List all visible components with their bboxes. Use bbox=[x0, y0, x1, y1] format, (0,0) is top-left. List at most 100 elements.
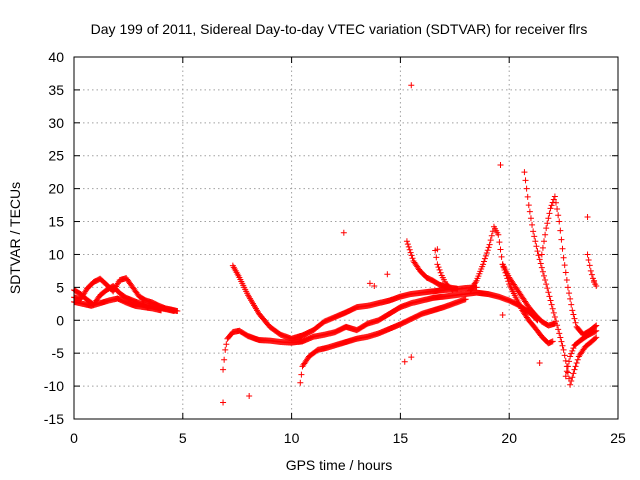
data-point bbox=[562, 357, 569, 364]
data-point bbox=[569, 307, 576, 314]
data-point bbox=[584, 251, 591, 258]
data-point bbox=[408, 252, 415, 259]
data-point bbox=[562, 373, 569, 380]
data-point bbox=[564, 369, 571, 376]
data-point bbox=[569, 374, 576, 381]
data-point bbox=[407, 249, 414, 256]
data-point bbox=[522, 177, 529, 184]
data-point bbox=[481, 258, 488, 265]
data-point bbox=[567, 381, 574, 388]
y-tick-label: -5 bbox=[52, 345, 65, 361]
y-tick-label: 15 bbox=[48, 214, 64, 230]
data-point bbox=[541, 238, 548, 245]
data-point bbox=[585, 256, 592, 263]
data-point bbox=[567, 295, 574, 302]
data-point bbox=[482, 252, 489, 259]
plot-frame bbox=[73, 56, 619, 420]
y-tick-label: 30 bbox=[48, 115, 64, 131]
data-point bbox=[371, 283, 378, 290]
data-point bbox=[556, 330, 563, 337]
data-point bbox=[171, 308, 178, 315]
data-point bbox=[531, 233, 538, 240]
data-point bbox=[558, 236, 565, 243]
data-point bbox=[557, 334, 564, 341]
data-point bbox=[549, 338, 556, 345]
data-point bbox=[546, 210, 553, 217]
data-point bbox=[406, 246, 413, 253]
data-point bbox=[538, 251, 545, 258]
data-point bbox=[592, 323, 599, 330]
data-point bbox=[524, 193, 531, 200]
data-point bbox=[547, 297, 554, 304]
data-point bbox=[591, 277, 598, 284]
y-tick-labels: -15 -10 -5 0 5 10 15 20 25 30 35 40 bbox=[44, 49, 64, 427]
data-point bbox=[541, 272, 548, 279]
data-point bbox=[499, 312, 506, 319]
data-points bbox=[71, 82, 600, 406]
data-point bbox=[566, 358, 573, 365]
data-point bbox=[487, 237, 494, 244]
data-point bbox=[559, 342, 566, 349]
data-point bbox=[523, 185, 530, 192]
data-point bbox=[529, 221, 536, 228]
data-point bbox=[437, 269, 444, 276]
data-point bbox=[404, 241, 411, 248]
data-point bbox=[449, 286, 456, 293]
y-tick-label: -15 bbox=[44, 411, 64, 427]
data-point bbox=[526, 208, 533, 215]
data-point bbox=[542, 231, 549, 238]
data-point bbox=[570, 370, 577, 377]
data-point bbox=[525, 202, 532, 209]
data-point bbox=[551, 313, 558, 320]
data-point bbox=[534, 248, 541, 255]
data-point bbox=[401, 358, 408, 365]
data-point bbox=[552, 318, 559, 325]
data-point bbox=[567, 353, 574, 360]
data-point bbox=[546, 293, 553, 300]
x-tick-label: 15 bbox=[393, 430, 409, 446]
data-point bbox=[566, 290, 573, 297]
data-point bbox=[559, 245, 566, 252]
data-point bbox=[551, 193, 558, 200]
data-point bbox=[533, 243, 540, 250]
data-point bbox=[568, 301, 575, 308]
data-point bbox=[539, 244, 546, 251]
data-point bbox=[543, 281, 550, 288]
data-point bbox=[568, 350, 575, 357]
data-point bbox=[488, 232, 495, 239]
data-point bbox=[408, 82, 415, 89]
x-tick-label: 10 bbox=[284, 430, 300, 446]
data-point bbox=[547, 205, 554, 212]
data-point bbox=[485, 244, 492, 251]
y-tick-label: -10 bbox=[44, 378, 64, 394]
data-point bbox=[554, 322, 561, 329]
data-point bbox=[527, 215, 534, 222]
data-point bbox=[593, 322, 600, 329]
data-point bbox=[564, 284, 571, 291]
data-point bbox=[498, 253, 505, 260]
y-tick-label: 40 bbox=[48, 49, 64, 65]
data-point bbox=[480, 261, 487, 268]
data-point bbox=[496, 239, 503, 246]
x-tick-label: 5 bbox=[179, 430, 187, 446]
data-point bbox=[560, 254, 567, 261]
data-point bbox=[587, 267, 594, 274]
data-point bbox=[436, 266, 443, 273]
data-point bbox=[544, 220, 551, 227]
data-point bbox=[521, 169, 528, 176]
data-point bbox=[562, 269, 569, 276]
data-point bbox=[223, 341, 230, 348]
data-point bbox=[563, 276, 570, 283]
data-point bbox=[433, 254, 440, 261]
data-point bbox=[537, 260, 544, 267]
data-point bbox=[592, 328, 599, 335]
x-tick-label: 20 bbox=[501, 430, 517, 446]
y-tick-label: 0 bbox=[56, 312, 64, 328]
data-point bbox=[403, 238, 410, 245]
data-point bbox=[543, 225, 550, 232]
data-point bbox=[340, 229, 347, 236]
data-point bbox=[569, 347, 576, 354]
data-point bbox=[530, 228, 537, 235]
data-point bbox=[434, 246, 441, 253]
